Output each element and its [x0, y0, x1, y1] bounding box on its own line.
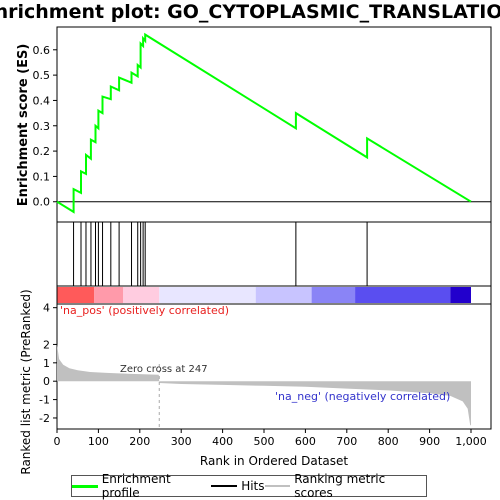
- chart-title: Enrichment plot: GO_CYTOPLASMIC_TRANSLAT…: [0, 1, 500, 23]
- color-bar-segment: [355, 287, 451, 303]
- color-bar-segment: [57, 287, 95, 303]
- metric-axis-label: Ranked list metric (PreRanked): [19, 289, 33, 474]
- zero-cross-label: Zero cross at 247: [120, 364, 208, 375]
- x-tick-label: 600: [295, 435, 316, 448]
- enrichment-profile-line: [56, 32, 472, 214]
- metric-y-tick-label: 0: [43, 375, 50, 388]
- x-tick-label: 800: [378, 435, 399, 448]
- legend-label-hits: Hits: [241, 479, 265, 493]
- metric-y-tick-label: -1: [39, 394, 50, 407]
- metric-y-ticks: -2 -1 0 1 2 4: [39, 302, 57, 425]
- es-panel: 0.0 0.1 0.2 0.3 0.4 0.5 0.6 Enrichment score (…: [16, 26, 492, 223]
- positive-correlation-label: 'na_pos' (positively correlated): [60, 304, 229, 317]
- x-tick-label: 0: [54, 435, 61, 448]
- color-bar-segment: [311, 287, 356, 303]
- color-bar-segment: [450, 287, 471, 303]
- es-panel-frame: [56, 26, 492, 223]
- x-tick-label: 1,000: [455, 435, 487, 448]
- es-y-tick-label: 0.0: [33, 196, 51, 209]
- metric-y-tick-label: 1: [43, 357, 50, 370]
- es-y-tick-label: 0.4: [33, 94, 51, 107]
- legend-label-ranking: Ranking metric scores: [294, 472, 386, 500]
- hits-panel: [56, 221, 492, 287]
- x-tick-label: 700: [336, 435, 357, 448]
- ranking-metric-area: [57, 344, 471, 426]
- es-axis-label: Enrichment score (ES): [16, 44, 31, 207]
- metric-x-ticks: 0 100 200 300 400 500 600 700 800 900 1,000: [54, 429, 487, 448]
- legend-swatch-hits: [211, 485, 238, 487]
- x-tick-label: 500: [254, 435, 275, 448]
- legend: Enrichment profile Hits Ranking metric s…: [71, 472, 427, 500]
- x-axis-label: Rank in Ordered Dataset: [200, 454, 348, 468]
- metric-panel: -2 -1 0 1 2 4 0 100 200 300 400 500 600 700 800 900 1,0…: [19, 289, 492, 475]
- es-y-tick-label: 0.3: [33, 120, 51, 133]
- negative-correlation-label: 'na_neg' (negatively correlated): [275, 390, 450, 403]
- hit-lines: [73, 222, 368, 286]
- color-bar-segment: [94, 287, 124, 303]
- legend-item-enrichment-profile: Enrichment profile: [72, 472, 211, 500]
- legend-item-ranking-metric: Ranking metric scores: [264, 472, 426, 500]
- x-tick-label: 200: [129, 435, 150, 448]
- es-y-tick-label: 0.2: [33, 145, 51, 158]
- legend-item-hits: Hits: [211, 479, 265, 493]
- es-y-ticks: 0.0 0.1 0.2 0.3 0.4 0.5 0.6: [33, 44, 57, 209]
- legend-swatch-enrichment: [72, 484, 98, 488]
- color-bar-segment: [123, 287, 160, 303]
- es-y-tick-label: 0.1: [33, 170, 51, 183]
- metric-y-tick-label: -2: [39, 412, 50, 425]
- x-tick-label: 400: [212, 435, 233, 448]
- es-y-tick-label: 0.5: [33, 69, 51, 82]
- x-tick-label: 900: [419, 435, 440, 448]
- color-bar-segment: [159, 287, 256, 303]
- legend-label-enrichment: Enrichment profile: [101, 472, 171, 500]
- es-y-tick-label: 0.6: [33, 44, 51, 57]
- color-bar-segment: [255, 287, 312, 303]
- metric-y-tick-label: 4: [43, 302, 50, 315]
- ranking-color-bar: [56, 285, 492, 305]
- legend-swatch-ranking: [264, 485, 291, 487]
- x-tick-label: 100: [88, 435, 109, 448]
- x-tick-label: 300: [171, 435, 192, 448]
- hits-panel-frame: [56, 221, 492, 287]
- metric-y-tick-label: 2: [43, 338, 50, 351]
